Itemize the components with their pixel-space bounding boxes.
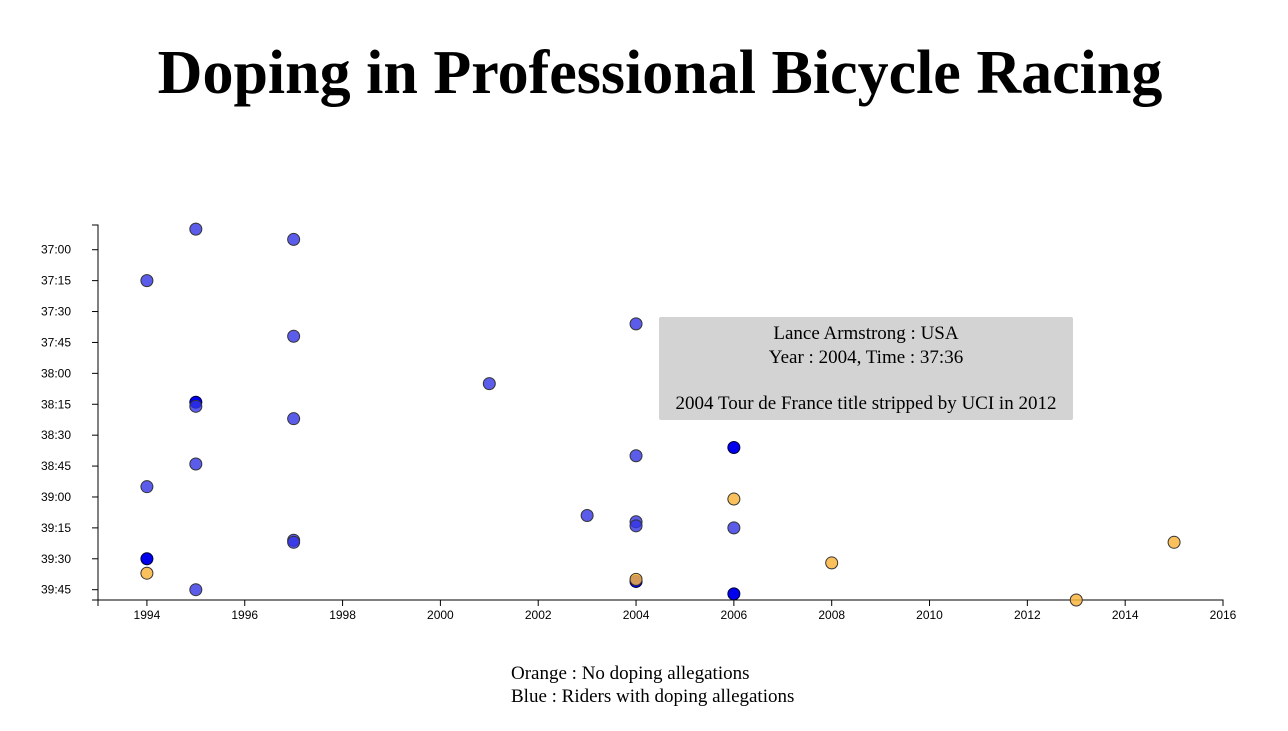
y-tick-label: 37:00: [41, 243, 71, 257]
point-doping: [140, 274, 154, 288]
point-doping: [580, 509, 594, 523]
y-tick-label: 39:00: [41, 490, 71, 504]
x-tick-label: 1996: [231, 608, 258, 622]
y-tick-label: 39:15: [41, 521, 71, 535]
point-doping: [287, 412, 301, 426]
point-doping: [482, 377, 496, 391]
x-tick-label: 2004: [623, 608, 650, 622]
tooltip-rider: Lance Armstrong : USA: [773, 323, 959, 344]
point-no-doping: [629, 572, 643, 586]
y-tick-label: 38:45: [41, 459, 71, 473]
point-no-doping: [1167, 535, 1181, 549]
y-tick-label: 37:30: [41, 305, 71, 319]
tooltip: Lance Armstrong : USA Year : 2004, Time …: [659, 317, 1073, 420]
point-doping: [287, 535, 301, 549]
y-tick-label: 37:45: [41, 335, 71, 349]
y-tick-label: 39:30: [41, 552, 71, 566]
legend-blue: Blue : Riders with doping allegations: [511, 686, 795, 707]
x-tick-label: 2014: [1112, 608, 1139, 622]
legend-orange: Orange : No doping allegations: [511, 663, 750, 684]
point-doping: [189, 399, 203, 413]
point-doping: [287, 329, 301, 343]
point-no-doping: [1069, 593, 1083, 607]
data-points: [140, 222, 1181, 607]
point-doping: [629, 449, 643, 463]
point-doping: [189, 583, 203, 597]
point-no-doping: [825, 556, 839, 570]
page-title: Doping in Professional Bicycle Racing: [157, 39, 1163, 107]
y-tick-label: 39:45: [41, 583, 71, 597]
point-doping: [189, 222, 203, 236]
point-doping: [629, 317, 643, 331]
legend: Orange : No doping allegations Blue : Ri…: [511, 662, 794, 708]
x-tick-label: 2012: [1014, 608, 1041, 622]
point-doping: [287, 232, 301, 246]
x-tick-label: 2016: [1210, 608, 1237, 622]
point-doping: [727, 521, 741, 535]
tooltip-year-time: Year : 2004, Time : 37:36: [768, 346, 964, 368]
y-tick-label: 38:00: [41, 366, 71, 380]
x-tick-label: 2008: [818, 608, 845, 622]
x-axis-line: [97, 599, 1224, 606]
point-doping: [727, 587, 741, 601]
x-tick-label: 2006: [721, 608, 748, 622]
point-doping: [727, 441, 741, 455]
point-doping: [140, 552, 154, 566]
x-tick-label: 1994: [134, 608, 161, 622]
y-axis-line: [92, 224, 99, 601]
y-tick-label: 38:30: [41, 428, 71, 442]
point-doping: [140, 480, 154, 494]
y-axis: 37:00 37:15 37:30 37:45 38:00 38:15 38:30 38:45…: [41, 224, 99, 601]
x-tick-label: 2010: [916, 608, 943, 622]
point-no-doping: [140, 566, 154, 580]
y-tick-label: 37:15: [41, 274, 71, 288]
x-tick-label: 2002: [525, 608, 552, 622]
x-tick-label: 2000: [427, 608, 454, 622]
tooltip-doping-note: 2004 Tour de France title stripped by UC…: [675, 393, 1057, 414]
point-no-doping: [727, 492, 741, 506]
x-axis: 1994 1996 1998 2000 2002 2004 2006 2008 2010 2012…: [97, 599, 1237, 622]
point-doping: [189, 457, 203, 471]
point-doping: [629, 519, 643, 533]
y-tick-label: 38:15: [41, 397, 71, 411]
x-tick-label: 1998: [329, 608, 356, 622]
